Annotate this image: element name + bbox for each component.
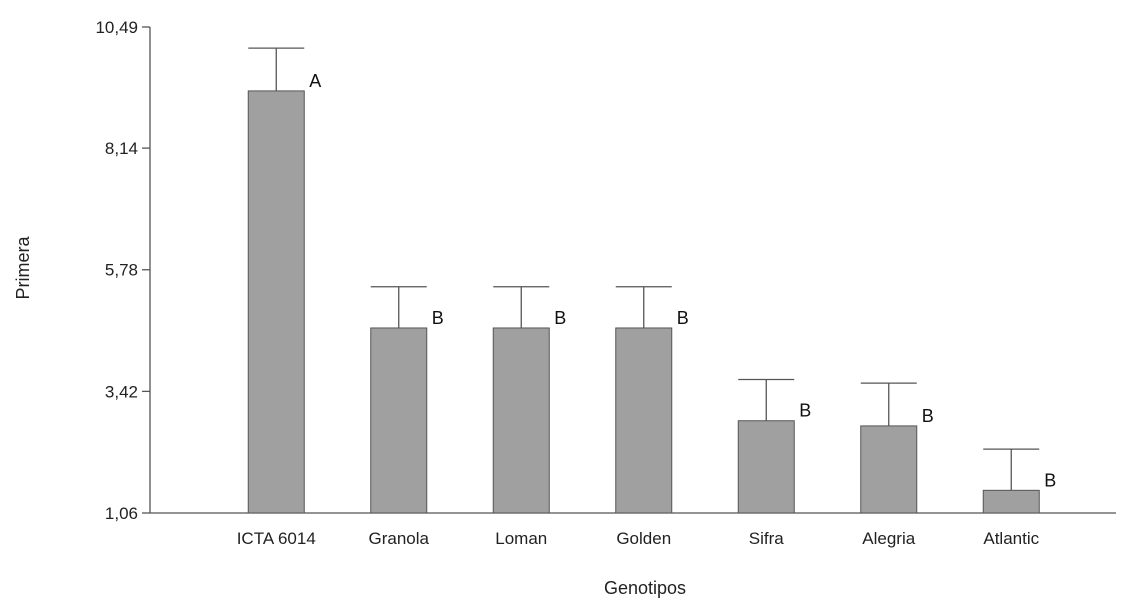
significance-letter: B bbox=[432, 308, 444, 328]
x-tick-label: Alegria bbox=[862, 529, 915, 548]
significance-letter: A bbox=[309, 71, 321, 91]
x-tick-label: Golden bbox=[616, 529, 671, 548]
bar bbox=[982, 489, 1040, 514]
bar bbox=[247, 90, 305, 514]
significance-letter: B bbox=[1044, 470, 1056, 490]
x-tick-label: Loman bbox=[495, 529, 547, 548]
significance-letter: B bbox=[799, 401, 811, 421]
bar bbox=[860, 425, 918, 514]
y-tick-label: 8,14 bbox=[105, 139, 138, 158]
x-axis-title: Genotipos bbox=[604, 578, 686, 598]
bar bbox=[737, 420, 795, 514]
significance-letter: B bbox=[677, 308, 689, 328]
bar bbox=[492, 327, 550, 514]
plot-area: 1,06 3,42 5,78 8,14 10,49 A ICTA 6014 B Granola B… bbox=[95, 18, 1116, 548]
x-tick-label: Granola bbox=[369, 529, 430, 548]
x-tick-label: Sifra bbox=[749, 529, 785, 548]
y-tick-label: 3,42 bbox=[105, 382, 138, 401]
significance-letter: B bbox=[922, 406, 934, 426]
y-tick-label: 5,78 bbox=[105, 261, 138, 280]
bar bbox=[370, 327, 428, 514]
significance-letter: B bbox=[554, 308, 566, 328]
x-tick-label: ICTA 6014 bbox=[237, 529, 316, 548]
y-axis-title: Primera bbox=[13, 236, 33, 300]
bar bbox=[615, 327, 673, 514]
y-tick-label: 1,06 bbox=[105, 504, 138, 523]
x-tick-label: Atlantic bbox=[983, 529, 1039, 548]
y-tick-label: 10,49 bbox=[95, 18, 138, 37]
